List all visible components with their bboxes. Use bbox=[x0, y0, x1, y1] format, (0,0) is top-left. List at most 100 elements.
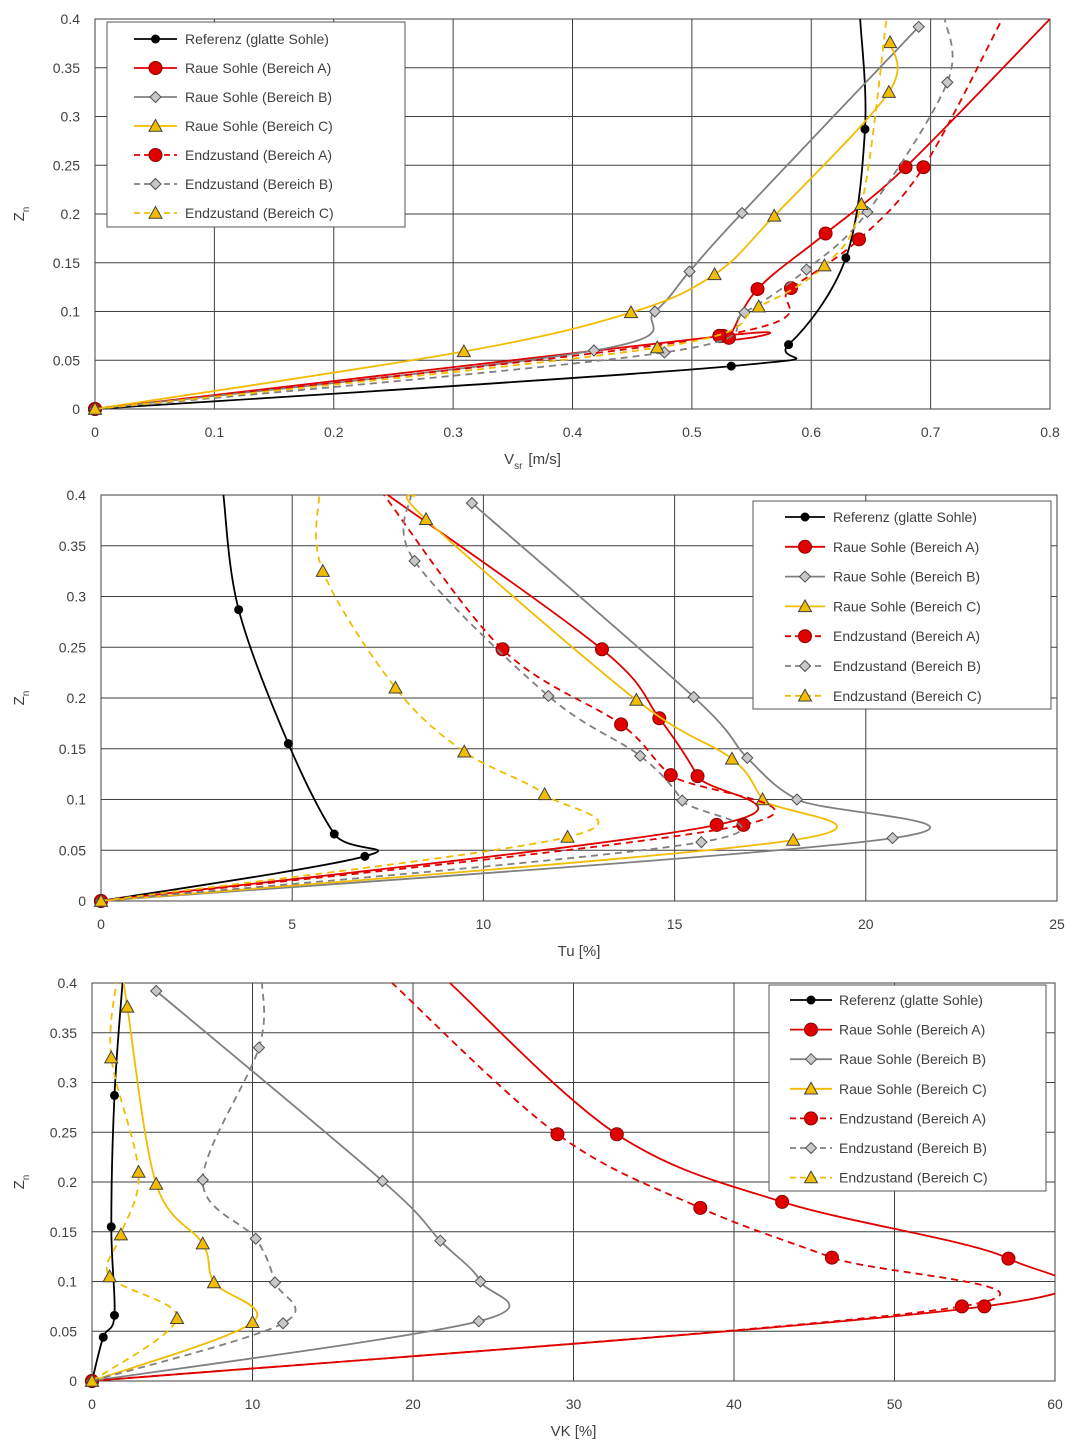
legend-label: Endzustand (Bereich A) bbox=[185, 147, 332, 163]
data-point bbox=[195, 1236, 211, 1250]
data-point bbox=[315, 563, 331, 577]
gridlines bbox=[100, 494, 1058, 902]
data-point bbox=[87, 401, 103, 415]
y-tick-label: 0.05 bbox=[59, 842, 86, 858]
legend-item: Endzustand (Bereich A) bbox=[790, 1110, 986, 1126]
series-endC bbox=[93, 494, 600, 907]
data-point bbox=[712, 328, 727, 343]
data-point bbox=[249, 1232, 262, 1245]
legend-marker bbox=[797, 688, 813, 702]
y-tick-label: 0.4 bbox=[61, 11, 81, 27]
y-tick-label: 0.15 bbox=[59, 741, 86, 757]
x-tick-label: 0.3 bbox=[443, 424, 463, 440]
legend-label: Raue Sohle (Bereich A) bbox=[833, 539, 979, 555]
y-tick-label: 0.2 bbox=[58, 1174, 78, 1190]
legend-item: Endzustand (Bereich C) bbox=[785, 688, 982, 704]
legend-marker bbox=[804, 1111, 818, 1126]
y-tick-label: 0.15 bbox=[53, 255, 80, 271]
series-line bbox=[92, 990, 511, 1382]
data-point bbox=[109, 1090, 119, 1100]
x-tick-label: 0.7 bbox=[921, 424, 941, 440]
data-point bbox=[683, 265, 696, 278]
data-point bbox=[977, 1299, 992, 1314]
x-axis-label: Vsr [m/s] bbox=[504, 451, 561, 472]
data-point bbox=[751, 299, 767, 313]
data-point bbox=[690, 769, 705, 784]
legend-label: Endzustand (Bereich C) bbox=[839, 1170, 988, 1186]
data-point bbox=[113, 1227, 129, 1241]
data-point bbox=[860, 124, 870, 134]
legend-item: Raue Sohle (Bereich A) bbox=[785, 539, 979, 555]
x-tick-label: 60 bbox=[1047, 1396, 1063, 1412]
data-point bbox=[472, 1315, 486, 1328]
y-tick-label: 0.3 bbox=[67, 589, 87, 605]
y-tick-label: 0.1 bbox=[67, 792, 87, 808]
data-point bbox=[537, 786, 552, 801]
data-point bbox=[800, 263, 813, 276]
legend-label: Raue Sohle (Bereich A) bbox=[185, 60, 331, 76]
data-point bbox=[388, 680, 403, 694]
legend-item: Referenz (glatte Sohle) bbox=[785, 509, 977, 525]
x-tick-label: 0 bbox=[88, 1396, 96, 1412]
data-point bbox=[283, 739, 293, 749]
y-tick-label: 0.4 bbox=[67, 487, 87, 503]
y-axis-label: Zn bbox=[11, 207, 32, 222]
legend-label: Raue Sohle (Bereich B) bbox=[839, 1051, 986, 1067]
x-tick-label: 5 bbox=[288, 916, 296, 932]
data-point bbox=[629, 692, 644, 706]
y-tick-label: 0.35 bbox=[59, 538, 86, 554]
data-point bbox=[465, 496, 479, 510]
data-point bbox=[360, 851, 370, 861]
legend-marker bbox=[804, 1052, 818, 1066]
y-tick-label: 0.4 bbox=[58, 975, 78, 991]
y-tick-label: 0.2 bbox=[67, 690, 87, 706]
legend-item: Endzustand (Bereich B) bbox=[785, 658, 981, 674]
legend-marker bbox=[798, 570, 812, 583]
data-point bbox=[456, 343, 472, 358]
legend-item: Raue Sohle (Bereich C) bbox=[134, 118, 333, 134]
legend-label: Endzustand (Bereich C) bbox=[185, 205, 334, 221]
x-tick-label: 0.6 bbox=[802, 424, 822, 440]
y-axis-label-sub: n bbox=[21, 691, 32, 697]
data-point bbox=[550, 1127, 565, 1142]
data-point bbox=[912, 20, 925, 34]
data-point bbox=[268, 1276, 282, 1289]
data-point bbox=[695, 835, 708, 849]
x-tick-label: 20 bbox=[858, 916, 874, 932]
legend-label: Endzustand (Bereich B) bbox=[185, 176, 333, 192]
y-tick-label: 0.35 bbox=[50, 1025, 77, 1041]
legend-item: Raue Sohle (Bereich B) bbox=[134, 89, 332, 105]
data-point bbox=[736, 817, 751, 832]
y-tick-label: 0 bbox=[78, 893, 86, 909]
x-axis-label-sub: sr bbox=[514, 461, 523, 472]
data-point bbox=[726, 361, 736, 371]
y-tick-label: 0.1 bbox=[58, 1274, 78, 1290]
legend-marker bbox=[148, 205, 163, 219]
legend-label: Endzustand (Bereich B) bbox=[833, 658, 981, 674]
legend-label: Endzustand (Bereich A) bbox=[833, 628, 980, 644]
data-point bbox=[418, 511, 434, 526]
data-point bbox=[102, 1268, 118, 1283]
legend-label: Endzustand (Bereich C) bbox=[833, 688, 982, 704]
y-tick-label: 0.25 bbox=[59, 639, 86, 655]
series-rauA bbox=[94, 494, 760, 908]
x-tick-label: 30 bbox=[566, 1396, 582, 1412]
y-tick-label: 0.15 bbox=[50, 1224, 77, 1240]
series-ref bbox=[96, 494, 380, 906]
legend-item: Raue Sohle (Bereich A) bbox=[790, 1022, 985, 1038]
data-point bbox=[741, 751, 754, 765]
data-point bbox=[649, 340, 665, 354]
legend-marker bbox=[149, 90, 162, 104]
legend-label: Endzustand (Bereich B) bbox=[839, 1140, 987, 1156]
y-tick-label: 0.05 bbox=[50, 1323, 77, 1339]
legend: Referenz (glatte Sohle) Raue Sohle (Berei… bbox=[106, 21, 406, 228]
x-tick-label: 20 bbox=[405, 1396, 421, 1412]
legend-label: Raue Sohle (Bereich C) bbox=[839, 1081, 987, 1097]
x-tick-label: 40 bbox=[726, 1396, 742, 1412]
legend: Referenz (glatte Sohle) Raue Sohle (Berei… bbox=[768, 984, 1047, 1192]
legend-label: Raue Sohle (Bereich C) bbox=[833, 598, 981, 614]
legend-label: Referenz (glatte Sohle) bbox=[839, 992, 983, 1008]
y-axis-label: Zn bbox=[11, 691, 32, 706]
data-point bbox=[149, 984, 163, 998]
y-axis-label-sub: n bbox=[21, 207, 32, 213]
